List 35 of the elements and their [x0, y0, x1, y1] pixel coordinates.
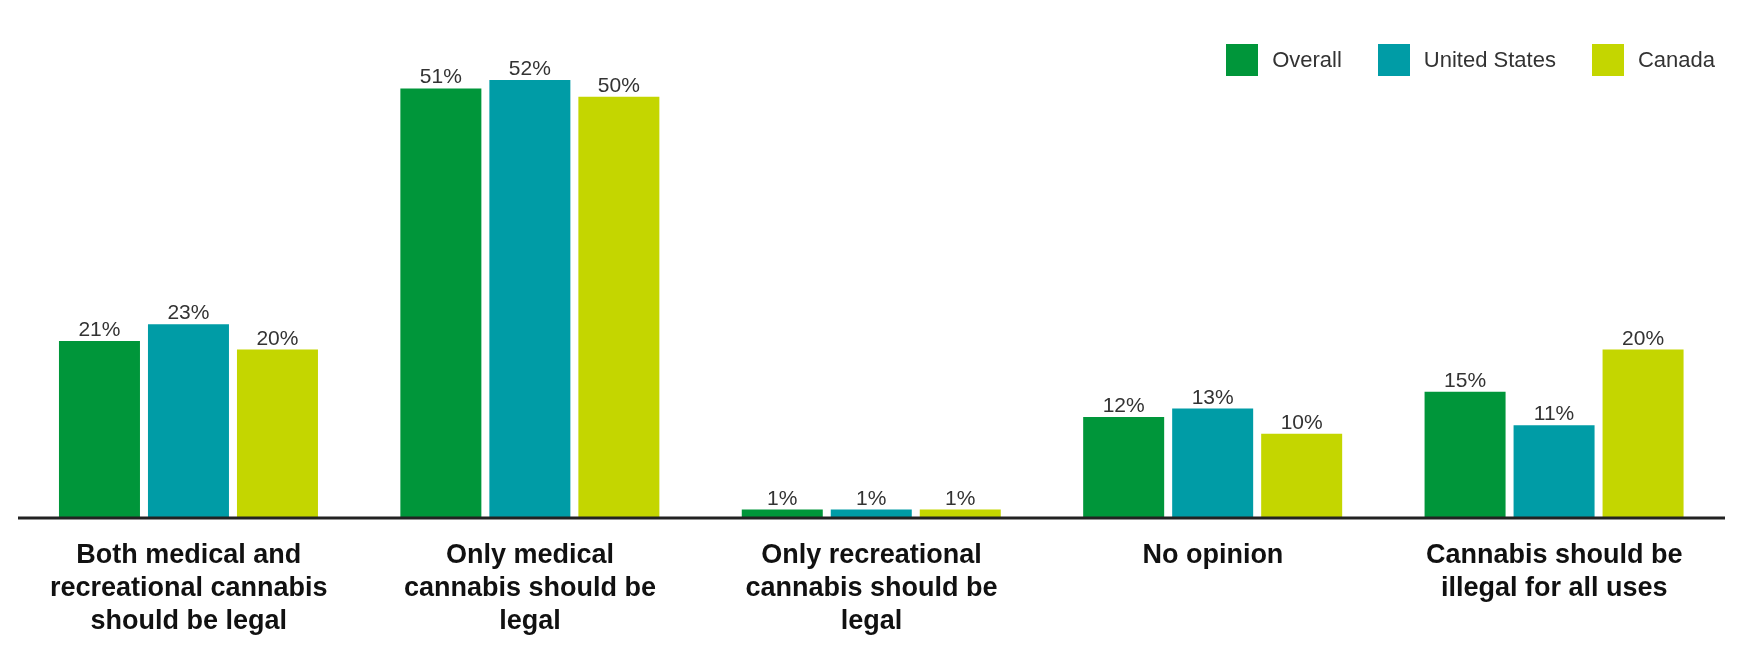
x-tick-label: Both medical and recreational cannabis should be legal: [48, 538, 329, 637]
bar: [489, 80, 571, 518]
data-label: 10%: [1280, 409, 1323, 433]
x-tick-label: Only recreational cannabis should be legal: [744, 538, 999, 637]
data-label: 11%: [1533, 401, 1575, 425]
data-label: 1%: [856, 485, 887, 509]
bar: [1261, 433, 1343, 518]
bar: [1513, 425, 1595, 518]
data-label: 1%: [767, 485, 798, 509]
bar: [236, 349, 318, 518]
data-label: 20%: [1622, 325, 1665, 349]
bar: [400, 88, 482, 518]
data-label: 51%: [419, 64, 462, 88]
x-tick-label: Cannabis should be illegal for all uses: [1425, 538, 1684, 604]
data-label: 12%: [1102, 392, 1145, 416]
bar: [1602, 349, 1684, 518]
data-label: 50%: [597, 72, 640, 96]
data-label: 1%: [945, 485, 976, 509]
bar: [147, 324, 229, 518]
bar: [578, 96, 660, 518]
x-tick-label: Only medical cannabis should be legal: [403, 538, 658, 637]
data-label: 52%: [508, 56, 551, 79]
bar: [1083, 416, 1165, 518]
data-label: 15%: [1444, 367, 1487, 391]
data-label: 21%: [78, 317, 121, 341]
legend-label: United States: [1423, 47, 1556, 73]
legend-label: Canada: [1637, 47, 1715, 73]
bar: [1172, 408, 1254, 518]
legend-label: Overall: [1272, 47, 1342, 73]
data-label: 13%: [1191, 384, 1234, 408]
bar: [58, 341, 140, 518]
bar: [1424, 391, 1506, 518]
data-label: 20%: [256, 325, 299, 349]
data-label: 23%: [167, 300, 210, 324]
x-tick-label: No opinion: [1141, 538, 1285, 571]
